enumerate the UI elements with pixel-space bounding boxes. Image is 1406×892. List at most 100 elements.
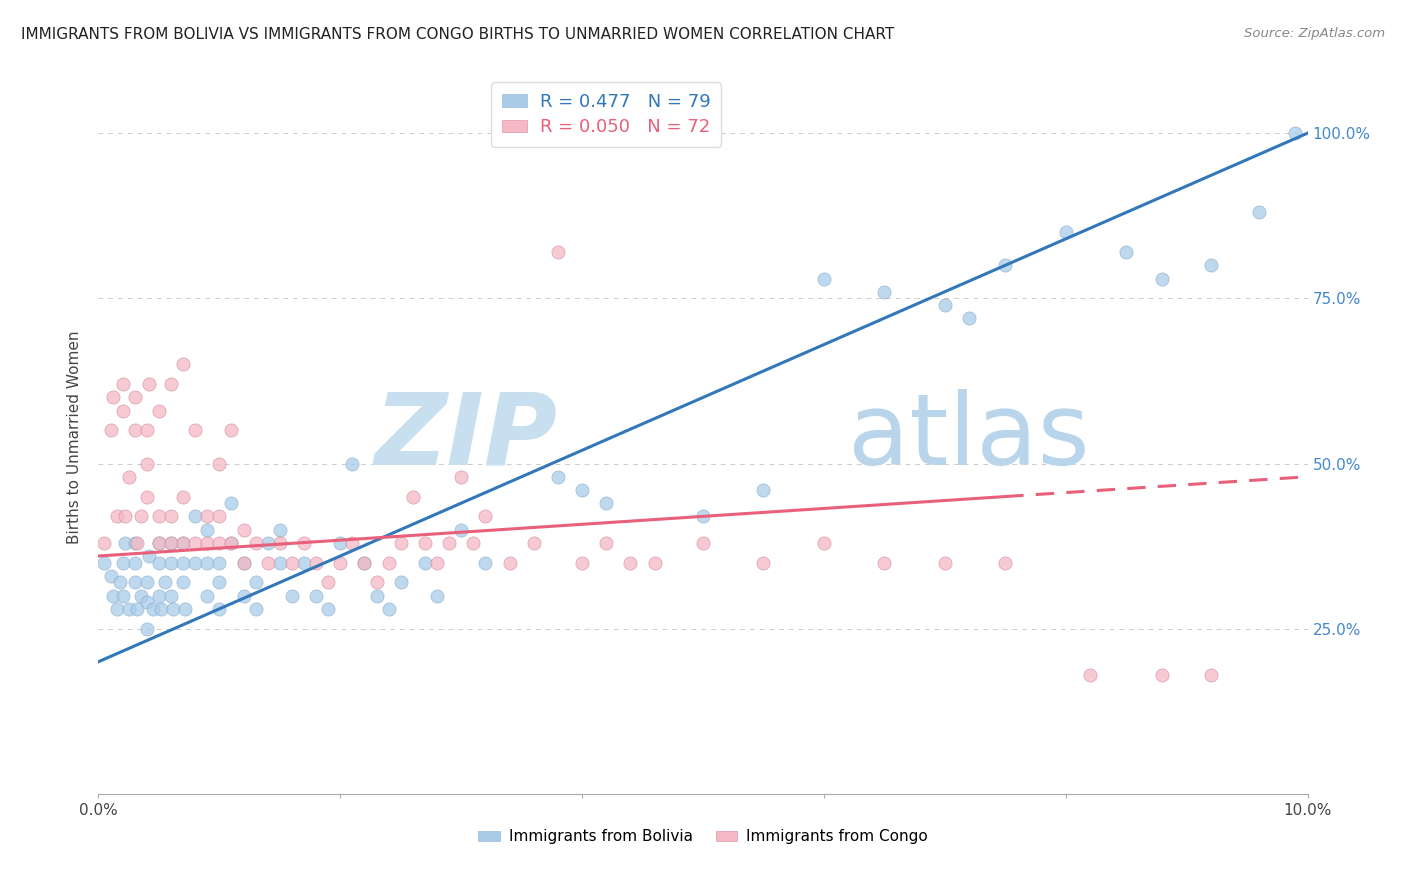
Point	[353, 556, 375, 570]
Point	[305, 589, 328, 603]
Point	[195, 589, 218, 603]
Point	[450, 469, 472, 483]
Point	[174, 602, 197, 616]
Point	[232, 589, 254, 603]
Point	[426, 556, 449, 570]
Point	[93, 556, 115, 570]
Point	[692, 536, 714, 550]
Point	[245, 536, 267, 550]
Point	[437, 536, 460, 550]
Point	[873, 285, 896, 299]
Point	[208, 556, 231, 570]
Point	[221, 424, 243, 438]
Point	[108, 575, 131, 590]
Point	[1054, 225, 1077, 239]
Point	[127, 602, 149, 616]
Point	[994, 556, 1017, 570]
Point	[1078, 668, 1101, 682]
Point	[523, 536, 546, 550]
Point	[232, 556, 254, 570]
Point	[498, 556, 520, 570]
Text: Source: ZipAtlas.com: Source: ZipAtlas.com	[1244, 27, 1385, 40]
Point	[547, 245, 569, 260]
Point	[1152, 271, 1174, 285]
Point	[142, 602, 165, 616]
Point	[184, 424, 207, 438]
Point	[124, 575, 146, 590]
Point	[148, 536, 170, 550]
Point	[269, 556, 291, 570]
Point	[135, 424, 157, 438]
Point	[124, 536, 146, 550]
Point	[813, 536, 835, 550]
Point	[305, 556, 328, 570]
Point	[208, 457, 231, 471]
Point	[195, 523, 218, 537]
Point	[160, 536, 183, 550]
Point	[329, 536, 352, 550]
Point	[389, 536, 412, 550]
Point	[413, 536, 436, 550]
Point	[934, 298, 956, 312]
Point	[135, 622, 157, 636]
Point	[934, 556, 956, 570]
Point	[221, 536, 243, 550]
Point	[172, 536, 194, 550]
Point	[118, 602, 141, 616]
Point	[129, 509, 152, 524]
Point	[208, 509, 231, 524]
Legend: Immigrants from Bolivia, Immigrants from Congo: Immigrants from Bolivia, Immigrants from…	[472, 823, 934, 850]
Point	[571, 483, 593, 497]
Point	[377, 602, 399, 616]
Point	[195, 509, 218, 524]
Point	[269, 536, 291, 550]
Point	[245, 575, 267, 590]
Point	[752, 556, 775, 570]
Point	[114, 536, 136, 550]
Point	[366, 589, 388, 603]
Point	[571, 556, 593, 570]
Point	[692, 509, 714, 524]
Point	[184, 536, 207, 550]
Point	[1199, 668, 1222, 682]
Point	[101, 589, 124, 603]
Point	[232, 523, 254, 537]
Point	[93, 536, 115, 550]
Point	[105, 509, 128, 524]
Point	[124, 424, 146, 438]
Point	[160, 556, 183, 570]
Point	[413, 556, 436, 570]
Point	[148, 403, 170, 417]
Point	[389, 575, 412, 590]
Point	[100, 569, 122, 583]
Point	[245, 602, 267, 616]
Point	[148, 509, 170, 524]
Point	[124, 556, 146, 570]
Point	[184, 509, 207, 524]
Point	[184, 556, 207, 570]
Text: IMMIGRANTS FROM BOLIVIA VS IMMIGRANTS FROM CONGO BIRTHS TO UNMARRIED WOMEN CORRE: IMMIGRANTS FROM BOLIVIA VS IMMIGRANTS FR…	[21, 27, 894, 42]
Point	[160, 509, 183, 524]
Point	[269, 523, 291, 537]
Point	[172, 556, 194, 570]
Point	[426, 589, 449, 603]
Point	[160, 377, 183, 392]
Point	[208, 575, 231, 590]
Point	[232, 556, 254, 570]
Point	[153, 575, 176, 590]
Point	[1199, 258, 1222, 272]
Point	[342, 457, 364, 471]
Point	[595, 496, 617, 510]
Point	[1249, 205, 1271, 219]
Point	[292, 556, 315, 570]
Point	[1152, 668, 1174, 682]
Point	[813, 271, 835, 285]
Point	[366, 575, 388, 590]
Point	[148, 589, 170, 603]
Point	[256, 536, 278, 550]
Point	[1284, 126, 1306, 140]
Point	[353, 556, 375, 570]
Point	[124, 391, 146, 405]
Point	[595, 536, 617, 550]
Point	[208, 602, 231, 616]
